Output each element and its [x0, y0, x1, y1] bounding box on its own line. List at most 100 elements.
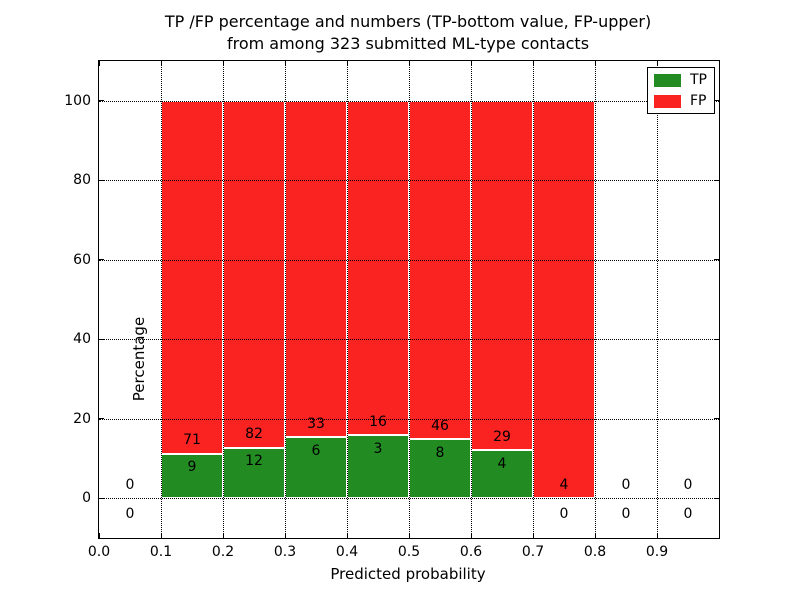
x-tick-bottom	[656, 533, 658, 538]
y-tick-right	[714, 418, 719, 420]
y-tick-right	[714, 497, 719, 499]
x-tick-label: 0.7	[521, 544, 545, 560]
x-tick-label: 0.6	[459, 544, 483, 560]
fp-count-label: 0	[683, 477, 693, 494]
tp-bar-segment	[347, 435, 409, 499]
fp-count-label: 82	[245, 426, 263, 443]
y-tick-label: 40	[73, 331, 91, 348]
fp-count-label: 29	[493, 428, 511, 445]
fp-count-label: 4	[559, 477, 569, 494]
y-tick-left	[99, 418, 104, 420]
x-tick-bottom	[408, 533, 410, 538]
legend-label-fp: FP	[690, 93, 707, 109]
x-tick-bottom	[222, 533, 224, 538]
chart-title-line1: TP /FP percentage and numbers (TP-bottom…	[164, 12, 652, 31]
y-tick-label: 80	[73, 172, 91, 189]
tp-count-label: 8	[435, 445, 445, 462]
fp-legend-swatch-icon	[654, 94, 681, 108]
x-tick-top	[532, 61, 534, 66]
chart-title-line2: from among 323 submitted ML-type contact…	[226, 34, 590, 53]
tp-bar-segment	[223, 447, 285, 499]
x-tick-top	[98, 61, 100, 66]
x-tick-bottom	[594, 533, 596, 538]
x-tick-label: 0.4	[335, 544, 359, 560]
tp-count-label: 0	[621, 506, 631, 523]
tp-legend-swatch-icon	[654, 73, 681, 87]
tp-count-label: 4	[497, 455, 507, 472]
plot-area: Percentage TP FP 0 0 71 9 82 12 33 6 16 3 46 8 29 4 4 0…	[64, 60, 720, 560]
y-tick-left	[99, 100, 104, 102]
y-tick-right	[714, 179, 719, 181]
fp-bar-segment	[347, 100, 409, 436]
fp-count-label: 0	[125, 477, 135, 494]
x-tick-bottom	[160, 533, 162, 538]
x-tick-bottom	[470, 533, 472, 538]
legend-entry-tp: TP	[654, 73, 707, 87]
fp-bar-segment	[223, 100, 285, 448]
y-tick-left	[99, 259, 104, 261]
y-tick-right	[714, 100, 719, 102]
fp-bar-segment	[409, 100, 471, 440]
x-tick-top	[594, 61, 596, 66]
fp-bar-segment	[161, 100, 223, 454]
x-axis-label: Predicted probability	[330, 565, 486, 583]
x-tick-top	[656, 61, 658, 66]
x-gridline	[409, 61, 410, 538]
fp-count-label: 71	[183, 432, 201, 449]
legend-label-tp: TP	[690, 72, 707, 88]
tp-count-label: 0	[559, 506, 569, 523]
tp-count-label: 9	[187, 459, 197, 476]
x-tick-bottom	[98, 533, 100, 538]
fp-bar-segment	[285, 100, 347, 438]
legend: TP FP	[647, 67, 715, 114]
x-tick-label: 0.5	[397, 544, 421, 560]
fp-bar-segment	[533, 100, 595, 499]
y-tick-label: 20	[73, 410, 91, 427]
tp-count-label: 12	[245, 453, 263, 470]
x-gridline	[657, 61, 658, 538]
tp-count-label: 3	[373, 441, 383, 458]
x-gridline	[161, 61, 162, 538]
x-tick-label: 0.9	[645, 544, 669, 560]
y-tick-left	[99, 179, 104, 181]
fp-count-label: 0	[621, 477, 631, 494]
x-tick-top	[346, 61, 348, 66]
tp-bar-segment	[471, 450, 533, 499]
tp-bar-segment	[161, 453, 223, 499]
x-tick-label: 0.0	[87, 544, 111, 560]
x-tick-top	[222, 61, 224, 66]
y-axis-label: Percentage	[130, 316, 148, 402]
x-gridline	[595, 61, 596, 538]
x-tick-label: 0.3	[273, 544, 297, 560]
y-tick-label: 60	[73, 251, 91, 268]
y-tick-left	[99, 338, 104, 340]
x-tick-top	[284, 61, 286, 66]
fp-count-label: 33	[307, 415, 325, 432]
x-tick-label: 0.1	[149, 544, 173, 560]
y-tick-label: 100	[64, 92, 91, 109]
x-tick-label: 0.8	[583, 544, 607, 560]
x-tick-top	[408, 61, 410, 66]
tp-count-label: 0	[683, 506, 693, 523]
fp-count-label: 46	[431, 418, 449, 435]
x-tick-bottom	[532, 533, 534, 538]
x-tick-top	[160, 61, 162, 66]
legend-entry-fp: FP	[654, 94, 707, 108]
x-gridline	[285, 61, 286, 538]
x-tick-bottom	[284, 533, 286, 538]
tp-count-label: 0	[125, 506, 135, 523]
y-tick-right	[714, 338, 719, 340]
y-tick-label: 0	[82, 490, 91, 507]
x-gridline	[223, 61, 224, 538]
x-tick-label: 0.2	[211, 544, 235, 560]
y-tick-left	[99, 497, 104, 499]
fp-bar-segment	[471, 100, 533, 451]
x-tick-bottom	[346, 533, 348, 538]
tp-count-label: 6	[311, 443, 321, 459]
x-gridline	[533, 61, 534, 538]
fp-count-label: 16	[369, 414, 387, 431]
x-gridline	[347, 61, 348, 538]
x-gridline	[471, 61, 472, 538]
x-tick-top	[470, 61, 472, 66]
